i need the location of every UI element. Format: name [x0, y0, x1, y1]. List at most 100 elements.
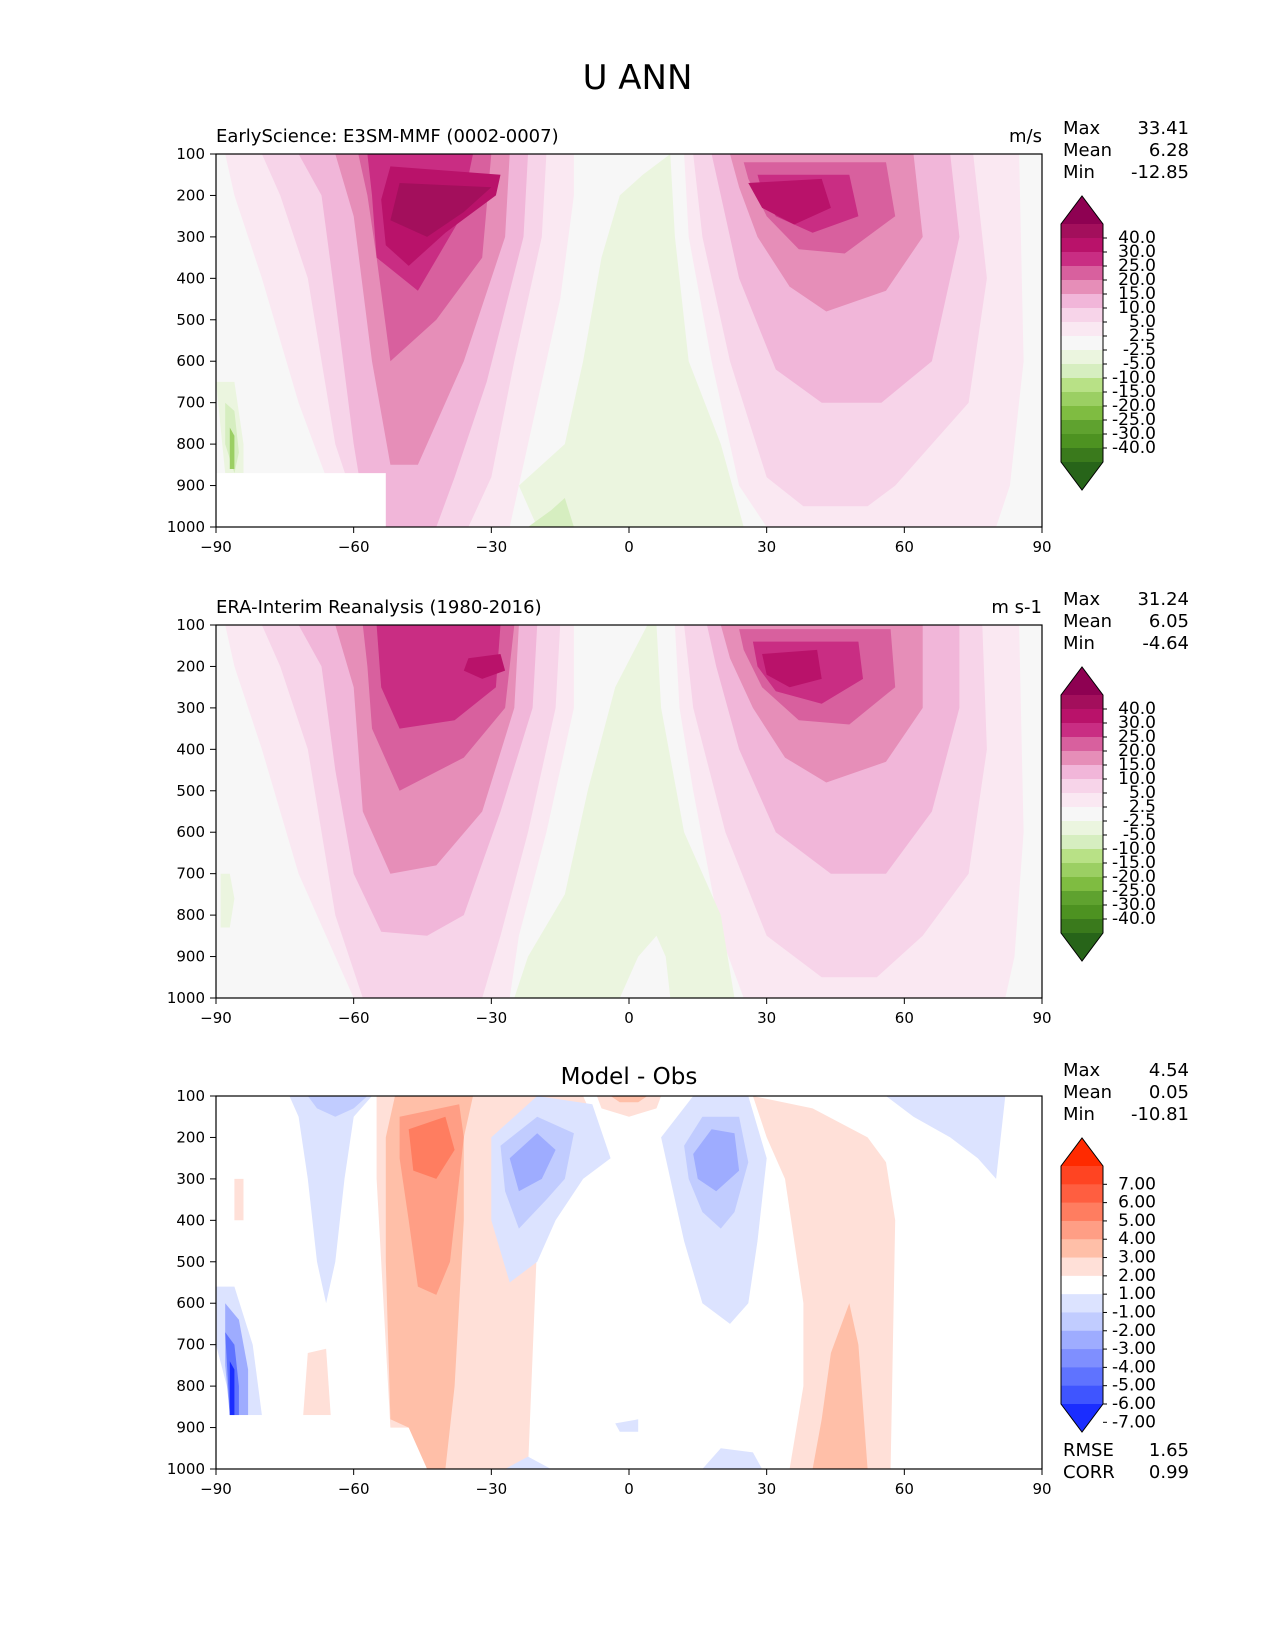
x-tick-label: 30 — [757, 1009, 776, 1027]
contour-region — [514, 625, 735, 998]
x-tick-label: −30 — [476, 1009, 508, 1027]
panel-title: EarlyScience: E3SM-MMF (0002-0007) — [216, 126, 559, 147]
x-tick-label: −30 — [476, 1480, 508, 1498]
contour-region — [528, 498, 574, 527]
colorbar: 40.030.025.020.015.010.05.02.5-2.5-5.0-1… — [1060, 195, 1156, 491]
colorbar-tick-label: 6.00 — [1118, 1193, 1156, 1213]
colorbar-tick-label: 2.00 — [1118, 1266, 1156, 1286]
y-tick-label: 700 — [176, 1336, 205, 1354]
y-tick-label: 1000 — [167, 1460, 205, 1478]
contour-region — [289, 1096, 372, 1304]
colorbar-extend-max — [1061, 667, 1103, 695]
colorbar-tick-label: -2.5 — [1123, 340, 1156, 360]
colorbar-tick-label: 3.00 — [1118, 1248, 1156, 1268]
contour-region — [234, 1178, 244, 1221]
contour-region — [509, 1133, 556, 1192]
colorbar-segment — [1061, 695, 1103, 710]
colorbar-segment — [1061, 392, 1103, 407]
metric-label: RMSE — [1063, 1440, 1114, 1461]
stat-value: 31.24 — [1137, 589, 1189, 610]
stat-label: Min — [1063, 1104, 1095, 1125]
colorbar-segment — [1061, 1239, 1103, 1259]
colorbar-tick-label: -7.00 — [1112, 1412, 1156, 1432]
metric-value: 0.99 — [1149, 1462, 1189, 1483]
colorbar-segment — [1061, 1202, 1103, 1222]
colorbar: 40.030.025.020.015.010.05.02.5-2.5-5.0-1… — [1060, 666, 1156, 962]
colorbar-segment — [1061, 448, 1103, 463]
stat-label: Max — [1063, 589, 1101, 610]
contour-region — [303, 1348, 331, 1416]
contour-region — [220, 873, 235, 928]
colorbar-outline — [1060, 666, 1104, 962]
colorbar-segment — [1061, 266, 1103, 281]
missing-data-region — [216, 473, 386, 527]
colorbar-tick-label: -20.0 — [1112, 867, 1156, 887]
colorbar-tick-label: -2.00 — [1112, 1321, 1156, 1341]
colorbar-segment — [1061, 905, 1103, 920]
y-tick-label: 500 — [176, 782, 205, 800]
contour-region — [615, 1419, 639, 1432]
stat-value: 4.54 — [1149, 1060, 1189, 1081]
stat-label: Min — [1063, 162, 1095, 183]
colorbar-tick-label: -30.0 — [1112, 895, 1156, 915]
panel-diff: −90 −60 −30 0 30 60 90 100 200 300 400 500 600 700 800… — [167, 1060, 1189, 1498]
colorbar-segment — [1061, 1367, 1103, 1387]
colorbar-tick-label: -30.0 — [1112, 424, 1156, 444]
colorbar-segment — [1061, 807, 1103, 822]
y-tick-label: 800 — [176, 1377, 205, 1395]
x-tick-label: −90 — [200, 1480, 232, 1498]
contour-region — [376, 625, 501, 729]
panel-title: ERA-Interim Reanalysis (1980-2016) — [216, 597, 542, 618]
stat-label: Mean — [1063, 1082, 1112, 1103]
metric-value: 1.65 — [1149, 1440, 1189, 1461]
panel-units: m/s — [1009, 126, 1042, 147]
colorbar-segment — [1061, 737, 1103, 752]
x-tick-label: −90 — [200, 538, 232, 556]
stat-label: Mean — [1063, 611, 1112, 632]
contour-fills — [216, 154, 1042, 527]
contour-region — [610, 1096, 648, 1103]
stat-value: 6.05 — [1149, 611, 1189, 632]
colorbar-tick-label: 25.0 — [1118, 727, 1156, 747]
y-tick-label: 200 — [176, 186, 205, 204]
colorbar-tick-label: 5.0 — [1129, 783, 1156, 803]
y-tick-label: 500 — [176, 311, 205, 329]
colorbar-tick-label: -25.0 — [1112, 410, 1156, 430]
colorbar-segment — [1061, 835, 1103, 850]
y-tick-label: 600 — [176, 352, 205, 370]
colorbar-tick-label: 7.00 — [1118, 1174, 1156, 1194]
colorbar-tick-label: 2.5 — [1129, 797, 1156, 817]
colorbar-tick-label: -10.0 — [1112, 839, 1156, 859]
contour-region — [619, 935, 671, 998]
colorbar-tick-label: -6.00 — [1112, 1394, 1156, 1414]
metric-label: CORR — [1063, 1462, 1115, 1483]
colorbar-segment — [1061, 294, 1103, 309]
stat-value: -10.81 — [1131, 1104, 1189, 1125]
colorbar-tick-label: 40.0 — [1118, 699, 1156, 719]
colorbar-segment — [1061, 322, 1103, 337]
colorbar-segment — [1061, 1257, 1103, 1277]
x-tick-label: 90 — [1032, 1009, 1051, 1027]
x-tick-label: −60 — [338, 538, 370, 556]
colorbar-tick-label: 15.0 — [1118, 284, 1156, 304]
colorbar-outline — [1060, 195, 1104, 491]
contour-region — [229, 1361, 235, 1416]
contour-fills — [216, 625, 1042, 998]
colorbar: 7.006.005.004.003.002.001.00-1.00-2.00-3… — [1060, 1137, 1156, 1433]
x-tick-label: −60 — [338, 1480, 370, 1498]
colorbar-tick-label: 1.00 — [1118, 1284, 1156, 1304]
y-tick-label: 300 — [176, 1170, 205, 1188]
x-tick-label: 60 — [895, 1009, 914, 1027]
colorbar-tick-label: 30.0 — [1118, 242, 1156, 262]
colorbar-tick-label: -5.0 — [1123, 354, 1156, 374]
colorbar-tick-label: 4.00 — [1118, 1229, 1156, 1249]
x-tick-label: −30 — [476, 538, 508, 556]
y-tick-label: 100 — [176, 1087, 205, 1105]
x-tick-label: −90 — [200, 1009, 232, 1027]
colorbar-tick-label: 10.0 — [1118, 769, 1156, 789]
colorbar-segment — [1061, 765, 1103, 780]
x-tick-label: 30 — [757, 538, 776, 556]
y-tick-label: 900 — [176, 1419, 205, 1437]
colorbar-segment — [1061, 1312, 1103, 1332]
colorbar-extend-max — [1061, 1138, 1103, 1166]
